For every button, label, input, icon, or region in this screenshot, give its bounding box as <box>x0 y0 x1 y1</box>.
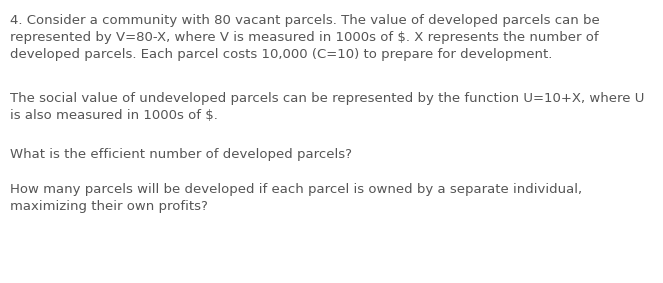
Text: What is the efficient number of developed parcels?: What is the efficient number of develope… <box>10 148 352 161</box>
Text: 4. Consider a community with 80 vacant parcels. The value of developed parcels c: 4. Consider a community with 80 vacant p… <box>10 14 600 61</box>
Text: How many parcels will be developed if each parcel is owned by a separate individ: How many parcels will be developed if ea… <box>10 183 582 213</box>
Text: The social value of undeveloped parcels can be represented by the function U=10+: The social value of undeveloped parcels … <box>10 92 644 122</box>
